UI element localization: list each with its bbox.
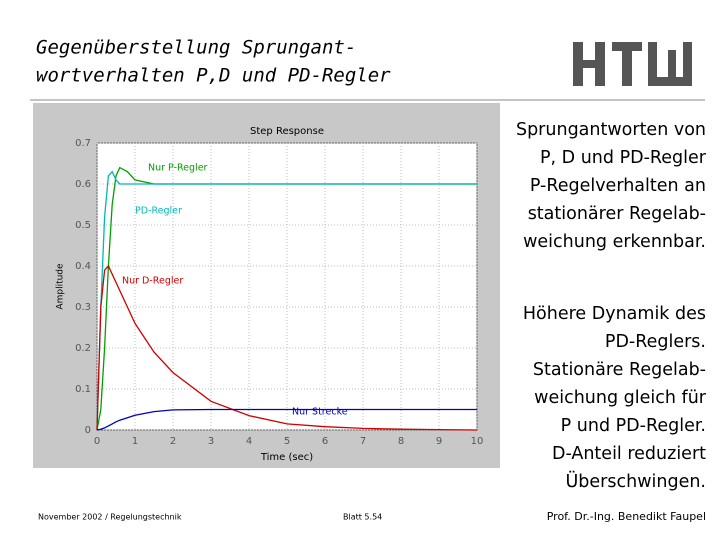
x-tick-label: 3 xyxy=(208,436,214,447)
y-tick-label: 0.2 xyxy=(75,343,91,354)
footer-center: Blatt 5.54 xyxy=(343,513,382,522)
x-tick-label: 10 xyxy=(471,436,484,447)
series-label: Nur D-Regler xyxy=(122,276,183,287)
y-tick-label: 0 xyxy=(85,425,91,436)
body-text: P-Regelverhalten an xyxy=(530,176,706,196)
y-axis-label: Amplitude xyxy=(56,263,66,310)
body-text: stationärer Regelab- xyxy=(528,204,706,224)
chart-title: Step Response xyxy=(250,126,324,137)
footer-right: Prof. Dr.-Ing. Benedikt Faupel xyxy=(547,510,706,523)
series-line xyxy=(96,408,477,431)
body-text: Überschwingen. xyxy=(565,470,706,492)
y-tick-label: 0.4 xyxy=(75,261,91,272)
logo xyxy=(573,42,692,86)
x-tick-label: 5 xyxy=(284,436,290,447)
body-text: weichung gleich für xyxy=(534,388,707,408)
y-tick-label: 0.3 xyxy=(75,302,91,313)
y-tick-label: 0.5 xyxy=(75,220,91,231)
footer-left: November 2002 / Regelungstechnik xyxy=(38,513,182,522)
series-line xyxy=(96,264,478,431)
x-tick-label: 1 xyxy=(132,436,138,447)
slide-title: Gegenüberstellung Sprungant- xyxy=(36,37,356,59)
y-tick-label: 0.7 xyxy=(75,138,91,149)
body-text: weichung erkennbar. xyxy=(523,232,706,252)
body-text: PD-Reglers. xyxy=(605,332,706,352)
series-label: PD-Regler xyxy=(135,206,182,217)
x-tick-label: 7 xyxy=(360,436,366,447)
slide-title: wortverhalten P,D und PD-Regler xyxy=(36,65,391,87)
x-tick-label: 0 xyxy=(94,436,100,447)
body-text: P und PD-Regler. xyxy=(561,416,706,436)
series-line xyxy=(96,170,477,431)
x-tick-label: 6 xyxy=(322,436,328,447)
x-tick-label: 2 xyxy=(170,436,176,447)
x-axis-label: Time (sec) xyxy=(260,452,313,463)
body-text: D-Anteil reduziert xyxy=(552,444,706,464)
y-tick-label: 0.1 xyxy=(75,384,91,395)
body-text: P, D und PD-Regler xyxy=(540,148,707,168)
y-tick-label: 0.6 xyxy=(75,179,91,190)
plot-area xyxy=(96,142,478,431)
x-tick-label: 9 xyxy=(436,436,442,447)
x-tick-label: 4 xyxy=(246,436,252,447)
series-label: Nur Strecke xyxy=(292,407,348,418)
body-text: Sprungantworten von xyxy=(516,120,706,140)
body-text: Höhere Dynamik des xyxy=(523,304,706,324)
body-text: Stationäre Regelab- xyxy=(533,360,706,380)
series-label: Nur P-Regler xyxy=(148,163,208,174)
x-tick-label: 8 xyxy=(398,436,404,447)
